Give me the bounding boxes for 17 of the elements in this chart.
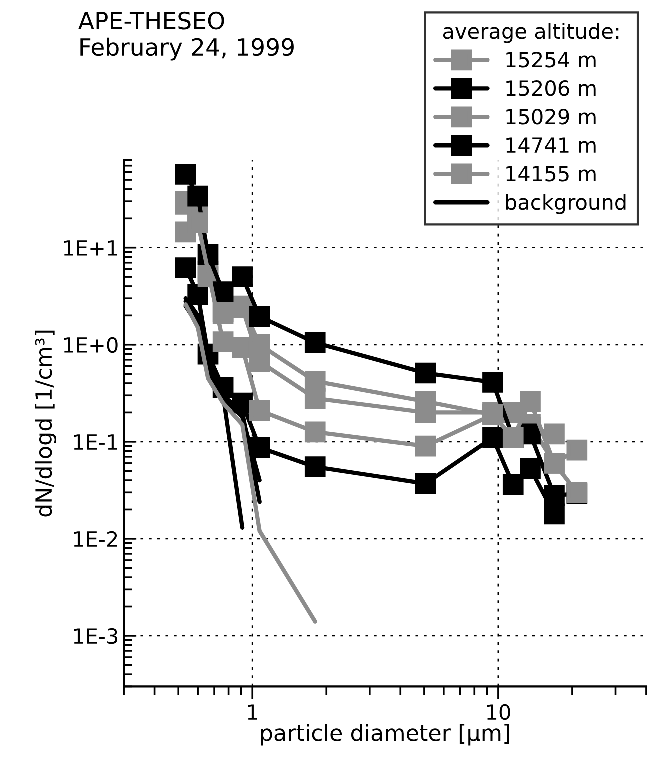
legend-label: 15029 m [506,108,596,125]
x-axis-title: particle diameter [µm] [261,724,510,746]
legend-title: average altitude: [443,23,619,44]
x-tick-label: 10 [487,704,510,720]
y-tick-label: 1E-2 [74,531,118,547]
legend-label: 14741 m [506,138,596,153]
legend-label: 15206 m [506,80,596,96]
y-tick-label: 1E-3 [74,628,118,644]
y-tick-label: 1E-1 [74,434,118,450]
chart-title: APE-THESEO February 24, 1999 [78,12,294,61]
x-tick-label: 1 [248,704,258,720]
y-tick-label: 1E+1 [64,240,118,256]
legend-label: background [506,194,626,214]
legend-label: 14155 m [506,166,596,182]
y-axis-title: dN/dlogd [1/cm³] [35,330,57,517]
y-tick-label: 1E+0 [64,337,118,354]
legend-label: 15254 m [506,52,596,68]
